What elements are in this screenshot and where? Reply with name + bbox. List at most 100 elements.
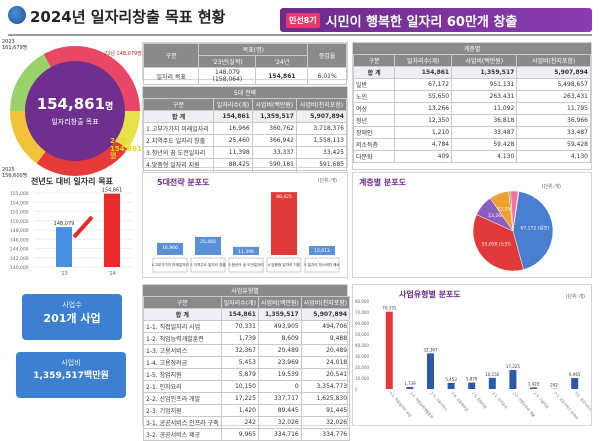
biz-cost-value: 1,359,517백만원 — [16, 368, 126, 381]
category_table-cell-6-1: 409 — [395, 151, 452, 163]
strategy_table-cell-3-1: 88,425 — [214, 159, 253, 171]
strategy_table-th-2: 사업비(백만원) — [252, 99, 296, 111]
type_table-cell-1-3: 9,488 — [301, 333, 349, 345]
category_table-cell-4-3: 33,487 — [517, 127, 591, 139]
data-label: 1,739 — [404, 381, 416, 386]
strategy_table-cell-3-3: 591,685 — [296, 159, 346, 171]
type_table-cell-9-2: 334,716 — [258, 429, 301, 441]
type_table-cell-5-1: 10,150 — [221, 381, 258, 393]
biz-cost-box: 사업비 1,359,517백만원 — [16, 352, 126, 398]
strategy_table-cell-1-3: 1,558,113 — [296, 135, 346, 147]
goal-label: 일자리 목표 — [144, 68, 199, 85]
category_table-th-2: 사업비(백만원) — [452, 55, 517, 67]
biz-count-value: 201개 사업 — [22, 310, 122, 326]
type_table-th-2: 사업비(백만원) — [258, 297, 301, 309]
y-tick-label: 70,000 — [355, 310, 369, 315]
strategy_table-cell-0-1: 16,966 — [214, 123, 253, 135]
data-label: 148,079 — [54, 221, 75, 227]
strategy_table-cell-1-2: 366,942 — [252, 135, 296, 147]
y-tick-label: 154,000 — [10, 200, 29, 206]
type_table-cell-3-1: 5,453 — [221, 357, 258, 369]
data-label: 88,425 — [276, 194, 292, 200]
y-tick-label: 10,000 — [355, 376, 369, 381]
goal-rate: 6.01% — [308, 68, 347, 85]
data-label: 1,420 — [528, 381, 540, 386]
type_table-cell-7-3: 91,445 — [301, 405, 349, 417]
type_table-cell-7-2: 89,445 — [258, 405, 301, 417]
category_table-cell-6-0: 다문화 — [354, 151, 395, 163]
type_table-cell-6-1: 17,225 — [221, 393, 258, 405]
category_table-cell-0-3: 5,498,657 — [517, 79, 591, 91]
type_table-cell-8-0: 3-1. 공공서비스 인프라 구축 — [144, 417, 222, 429]
data-label: 154,861 — [102, 188, 123, 194]
type_table-total-cell: 합 계 — [144, 309, 222, 321]
x-tick-label: 1.고부가가치 미래일자리 — [151, 262, 189, 267]
data-label: 5,879 — [466, 377, 478, 382]
y-tick-label: 20,000 — [355, 365, 369, 370]
strategy_table-cell-1-1: 25,460 — [214, 135, 253, 147]
category_table-cell-0-1: 67,172 — [395, 79, 452, 91]
th-rate: 증감율 — [308, 44, 347, 68]
data-label: 242 — [550, 383, 558, 388]
type_table-cell-3-2: 23,969 — [258, 357, 301, 369]
x-tick-label: 3.청년의 꿈 도전일자리 — [228, 262, 263, 267]
type_table-total-cell: 1,359,517 — [258, 309, 301, 321]
type_table-cell-9-3: 334,776 — [301, 429, 349, 441]
strategy_table-total-cell: 합 계 — [144, 111, 214, 123]
category_table-cell-3-3: 36,966 — [517, 115, 591, 127]
pie-title: 계층별 분포도 — [359, 177, 406, 188]
category_table-cell-2-3: 11,795 — [517, 103, 591, 115]
strategy-caption: 5대 전략 — [143, 87, 347, 98]
category_table-total-cell: 5,907,894 — [517, 67, 591, 79]
bar — [571, 378, 578, 389]
x-tick-label: '24 — [108, 271, 116, 277]
type_table-th-3: 사업비(천지포함) — [301, 297, 349, 309]
type_table-cell-9-0: 3-2. 공공서비스 제공 — [144, 429, 222, 441]
type_table-cell-5-0: 2-1. 인자요리 — [144, 381, 222, 393]
x-tick-label: 2-3. 기업지원 — [533, 390, 550, 409]
type_table-cell-4-1: 5,879 — [221, 369, 258, 381]
x-tick-label: 1-1. 직접일자리 사업 — [389, 390, 413, 417]
strategy_table-th-1: 일자리수(개) — [214, 99, 253, 111]
type_table-cell-8-3: 32,026 — [301, 417, 349, 429]
category-caption: 계층별 — [353, 43, 591, 54]
biz-count-box: 사업수 201개 사업 — [22, 294, 122, 340]
th-23: '23년(실적) — [199, 56, 256, 68]
type_table-cell-8-2: 32,026 — [258, 417, 301, 429]
category_table-total-cell: 합 계 — [354, 67, 395, 79]
type_table-th-0: 구분 — [144, 297, 222, 309]
donut-value: 154,861 — [37, 95, 105, 113]
goal-table: 구분 목표(명) 증감율 '23년(실적) '24년 일자리 목표 148,07… — [142, 42, 348, 80]
y-tick-label: 50,000 — [355, 332, 369, 337]
slice-label: 55,650 (노인) — [482, 240, 511, 247]
category_table-cell-0-2: 951,131 — [452, 79, 517, 91]
slice-label: 67,172 (일반) — [520, 225, 549, 232]
donut-label: 일자리창출 목표 — [51, 117, 98, 127]
strategy_table-cell-2-3: 33,425 — [296, 147, 346, 159]
x-tick-label: 4.맞춤형 일자리 지원 — [268, 262, 300, 267]
bar — [448, 383, 455, 389]
biz-count-label: 사업수 — [22, 300, 122, 310]
strategy_table-cell-1-0: 2.지역주도 일자리 창출 — [144, 135, 214, 147]
type_table-cell-5-2: 0 — [258, 381, 301, 393]
category_table-cell-6-2: 4,130 — [452, 151, 517, 163]
category_table-cell-5-3: 59,428 — [517, 139, 591, 151]
type_table-th-1: 일자리수(개) — [221, 297, 258, 309]
strategy_table-cell-0-2: 360,762 — [252, 123, 296, 135]
type_table-cell-1-0: 1-2. 직업능력개발훈련 — [144, 333, 222, 345]
trend-arrow — [74, 217, 92, 237]
type_table-cell-3-0: 1-4. 고용장려금 — [144, 357, 222, 369]
x-tick-label: 1-5. 창업지원 — [471, 390, 488, 409]
